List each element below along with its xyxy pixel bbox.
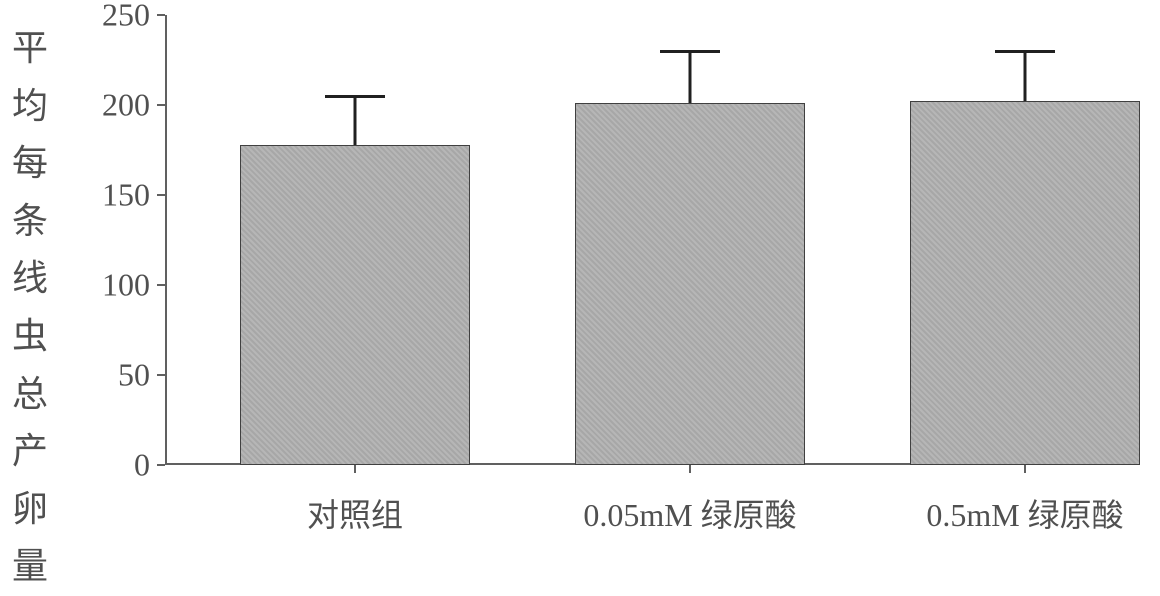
x-tick-mark (1024, 465, 1026, 473)
y-tick-label: 50 (118, 357, 150, 394)
y-tick-mark (157, 194, 165, 196)
x-tick-label: 0.05mM 绿原酸 (583, 490, 796, 536)
y-tick-mark (157, 374, 165, 376)
y-tick-label: 100 (102, 267, 150, 304)
y-tick-label: 200 (102, 87, 150, 124)
error-bar-cap (325, 95, 385, 98)
y-axis-label-char: 卵 (10, 481, 50, 539)
bar (910, 101, 1140, 465)
y-axis-label-char: 量 (10, 538, 50, 596)
error-bar-cap (660, 50, 720, 53)
bar (240, 145, 470, 465)
error-bar-stem (1024, 51, 1027, 101)
y-axis-label-char: 线 (10, 250, 50, 308)
y-axis-label-char: 条 (10, 193, 50, 251)
y-tick-mark (157, 14, 165, 16)
y-tick-mark (157, 464, 165, 466)
bar (575, 103, 805, 465)
y-tick-label: 150 (102, 177, 150, 214)
x-tick-label: 对照组 (307, 490, 403, 536)
y-axis-label: 平均每条线虫总产卵量 (10, 20, 50, 596)
plot-area: 050100150200250对照组0.05mM 绿原酸0.5mM 绿原酸 (165, 15, 1135, 465)
y-tick-label: 0 (134, 447, 150, 484)
x-tick-label: 0.5mM 绿原酸 (926, 490, 1123, 536)
y-tick-mark (157, 284, 165, 286)
bar-chart: 平均每条线虫总产卵量 050100150200250对照组0.05mM 绿原酸0… (0, 0, 1160, 555)
y-tick-label: 250 (102, 0, 150, 34)
y-axis-line (165, 15, 167, 465)
y-axis-label-char: 虫 (10, 308, 50, 366)
y-tick-mark (157, 104, 165, 106)
y-axis-label-char: 平 (10, 20, 50, 78)
x-tick-mark (689, 465, 691, 473)
y-axis-label-char: 每 (10, 135, 50, 193)
y-axis-label-char: 总 (10, 366, 50, 424)
y-axis-label-char: 产 (10, 423, 50, 481)
error-bar-cap (995, 50, 1055, 53)
y-axis-label-char: 均 (10, 78, 50, 136)
error-bar-stem (689, 51, 692, 103)
error-bar-stem (354, 96, 357, 145)
x-tick-mark (354, 465, 356, 473)
